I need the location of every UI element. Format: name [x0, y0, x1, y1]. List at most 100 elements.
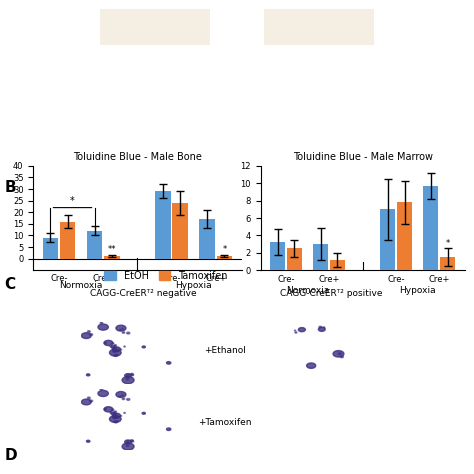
Circle shape: [142, 412, 146, 414]
FancyBboxPatch shape: [264, 9, 374, 45]
Text: Cre-: Cre-: [387, 274, 405, 283]
Bar: [330, 260, 345, 270]
Circle shape: [90, 334, 92, 336]
Bar: [397, 202, 412, 270]
Circle shape: [82, 333, 91, 338]
Circle shape: [116, 416, 118, 418]
Circle shape: [126, 379, 129, 380]
Circle shape: [109, 349, 121, 356]
Circle shape: [90, 400, 92, 402]
Text: Normoxia: Normoxia: [286, 286, 329, 295]
Circle shape: [114, 411, 117, 412]
Legend: EtOH, Tamoxifen: EtOH, Tamoxifen: [100, 267, 231, 285]
Bar: [313, 244, 328, 270]
Circle shape: [113, 351, 116, 352]
Bar: [270, 242, 285, 270]
Text: CAGG-CreERᵀ² negative: CAGG-CreERᵀ² negative: [90, 290, 196, 298]
Circle shape: [319, 328, 325, 331]
Circle shape: [124, 346, 125, 347]
Circle shape: [319, 326, 321, 328]
Text: C: C: [5, 277, 16, 292]
Circle shape: [111, 412, 115, 415]
Circle shape: [340, 356, 343, 358]
Circle shape: [98, 324, 109, 330]
Circle shape: [112, 413, 120, 418]
Circle shape: [114, 355, 116, 356]
Circle shape: [111, 346, 115, 348]
Text: Cre-: Cre-: [50, 273, 68, 283]
Circle shape: [113, 351, 115, 352]
Circle shape: [111, 409, 114, 410]
Circle shape: [130, 440, 133, 441]
Circle shape: [294, 330, 296, 331]
Text: Cre+: Cre+: [319, 274, 340, 283]
Circle shape: [122, 376, 134, 383]
Circle shape: [130, 374, 133, 375]
Circle shape: [119, 329, 121, 330]
Text: +Ethanol: +Ethanol: [204, 346, 246, 355]
Circle shape: [116, 325, 126, 331]
Circle shape: [114, 347, 117, 349]
Text: Cre-: Cre-: [163, 273, 181, 283]
Circle shape: [142, 346, 146, 348]
Text: Cre+: Cre+: [205, 273, 227, 283]
Circle shape: [120, 349, 122, 350]
Text: Normoxia: Normoxia: [59, 281, 103, 290]
Circle shape: [98, 391, 109, 397]
Circle shape: [100, 389, 103, 390]
Circle shape: [116, 350, 118, 352]
Bar: [173, 203, 188, 259]
Circle shape: [114, 355, 118, 356]
Circle shape: [110, 412, 111, 413]
Circle shape: [166, 428, 171, 430]
Circle shape: [127, 399, 130, 401]
Circle shape: [114, 413, 117, 415]
Circle shape: [114, 421, 118, 423]
Circle shape: [114, 345, 117, 346]
Circle shape: [125, 374, 131, 377]
Circle shape: [104, 342, 106, 344]
Circle shape: [338, 353, 341, 355]
Text: *: *: [222, 245, 227, 254]
Circle shape: [127, 332, 130, 334]
Circle shape: [116, 392, 126, 397]
Text: Hypoxia: Hypoxia: [175, 281, 212, 290]
Bar: [217, 256, 232, 259]
Circle shape: [86, 440, 90, 442]
Circle shape: [122, 443, 134, 450]
Bar: [440, 257, 455, 270]
Circle shape: [119, 396, 121, 397]
Bar: [380, 210, 395, 270]
Circle shape: [117, 354, 118, 355]
Title: Toluidine Blue - Male Bone: Toluidine Blue - Male Bone: [73, 152, 202, 162]
Circle shape: [122, 398, 125, 400]
Text: *: *: [446, 238, 450, 247]
Text: Cre+: Cre+: [428, 274, 450, 283]
Circle shape: [113, 417, 115, 419]
Bar: [43, 238, 58, 259]
Title: Toluidine Blue - Male Marrow: Toluidine Blue - Male Marrow: [292, 152, 433, 162]
Bar: [60, 221, 75, 259]
Circle shape: [104, 409, 106, 410]
Text: Cre-: Cre-: [277, 274, 295, 283]
Text: D: D: [5, 447, 18, 463]
Circle shape: [125, 440, 131, 444]
Circle shape: [126, 445, 129, 447]
Circle shape: [126, 384, 127, 385]
Bar: [155, 191, 171, 259]
Circle shape: [117, 420, 118, 421]
Circle shape: [109, 416, 121, 422]
Circle shape: [126, 451, 127, 452]
Circle shape: [113, 417, 116, 419]
Circle shape: [166, 362, 171, 364]
Circle shape: [307, 363, 316, 368]
Bar: [200, 219, 215, 259]
Text: +Tamoxifen: +Tamoxifen: [199, 418, 252, 427]
Circle shape: [127, 441, 129, 442]
Bar: [287, 248, 302, 270]
Text: *: *: [70, 196, 75, 207]
Circle shape: [112, 347, 120, 352]
Circle shape: [131, 440, 134, 442]
Circle shape: [111, 343, 114, 344]
FancyBboxPatch shape: [100, 9, 210, 45]
